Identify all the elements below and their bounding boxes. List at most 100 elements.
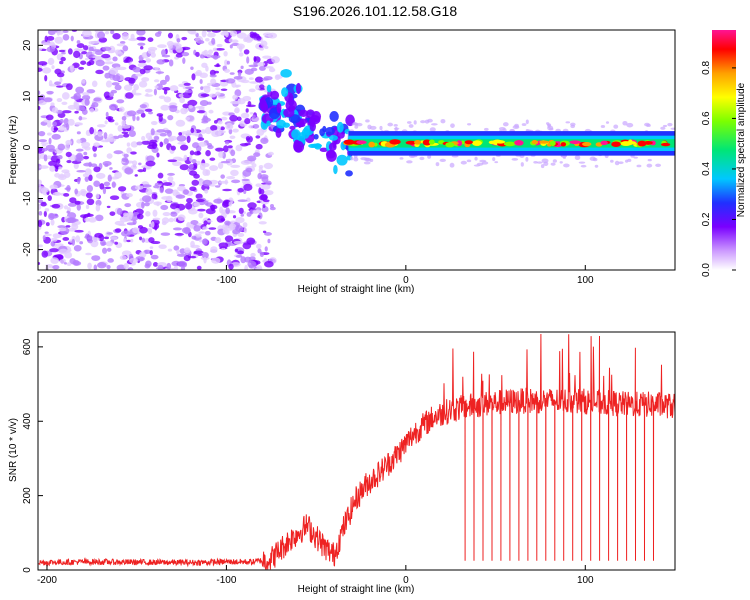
spectrogram-cell [172, 189, 179, 197]
spectrogram-cell [50, 102, 55, 107]
spectrogram-cell [44, 35, 48, 42]
spectrogram-cell [153, 185, 160, 189]
spectrogram-cell [67, 48, 73, 55]
spectrogram-cell [253, 152, 261, 157]
spectrogram-cell [176, 249, 180, 255]
spectrogram-cell [189, 255, 197, 259]
spectrogram-cell [128, 257, 139, 264]
spectrogram-cell [208, 109, 214, 114]
spectrogram-cell [110, 236, 118, 240]
spectrogram-cell [201, 30, 207, 38]
spectrogram-cell [250, 67, 258, 72]
spectrogram-cell [550, 162, 556, 166]
spectrogram-cell [81, 30, 92, 38]
spectrogram-cell [130, 33, 135, 40]
spectrogram-cell [211, 30, 221, 33]
spectrogram-cell [365, 157, 372, 162]
spectrogram-cell [220, 88, 228, 91]
colorbar-ticks: 0.0 0.2 0.4 0.6 0.8 [701, 61, 736, 277]
spectrogram-cell [88, 216, 97, 223]
spectrogram-cell [82, 173, 89, 178]
spectrogram-cell [266, 84, 272, 93]
spectrogram-cell [167, 105, 178, 109]
spectrogram-cell [86, 61, 92, 66]
spectrogram-cell [137, 213, 144, 220]
spectrogram-cell [51, 203, 61, 209]
spectrogram-cell [174, 232, 184, 236]
spectrogram-cell [106, 232, 113, 235]
spectrogram-cell [55, 158, 61, 164]
spectrogram-cell [61, 110, 72, 114]
spectrogram-cell [144, 202, 150, 207]
spectrogram-cell [270, 204, 275, 208]
spectrogram-cell [161, 196, 171, 200]
spectrogram-cell [521, 123, 527, 126]
spectrogram-cell [399, 157, 404, 160]
spectrogram-cell [112, 33, 121, 40]
spectrogram-cell [139, 68, 146, 75]
spectrogram-x-tick-label: -200 [37, 275, 57, 286]
spectrogram-cell [59, 173, 65, 179]
spectrogram-cell [38, 139, 48, 143]
spectrogram-cell [141, 195, 152, 203]
spectrogram-cell [85, 252, 92, 256]
spectrogram-cell [57, 143, 66, 151]
spectrogram-cell [48, 213, 59, 219]
spectrogram-cell [580, 164, 587, 168]
spectrogram-cell [95, 204, 101, 212]
spectrogram-cell [245, 108, 249, 113]
spectrogram-cell [540, 164, 545, 169]
spectrogram-cell [270, 90, 280, 100]
spectrogram-cell [121, 32, 129, 41]
spectrogram-cell [406, 160, 413, 164]
spectrogram-cell [123, 153, 129, 158]
spectrogram-cell [439, 158, 446, 162]
spectrogram-cell [102, 65, 110, 71]
figure-title: S196.2026.101.12.58.G18 [293, 3, 457, 19]
spectrogram-cell [226, 175, 236, 180]
spectrogram-cell [105, 241, 114, 247]
spectrogram-cell [160, 204, 169, 211]
spectrogram-cell [69, 65, 75, 69]
spectrogram-cell [105, 111, 109, 118]
spectrogram-cell [223, 145, 229, 153]
spectrogram-cell [186, 135, 191, 144]
spectrogram-cell [217, 161, 224, 170]
spectrogram-cell [164, 74, 170, 82]
spectrogram-cell [126, 239, 132, 243]
spectrogram-cell [64, 143, 70, 151]
spectrogram-cell [250, 252, 256, 258]
spectrogram-cell [43, 97, 53, 103]
spectrogram-cell [167, 248, 173, 252]
spectrogram-cell [70, 96, 81, 100]
spectrogram-cell [132, 227, 139, 234]
spectrogram-cell [353, 157, 359, 162]
spectrogram-cell [75, 86, 85, 94]
spectrogram-cell [126, 142, 131, 147]
spectrogram-cell [131, 89, 137, 95]
spectrogram-cell [248, 88, 256, 93]
spectrogram-cell [178, 93, 184, 98]
spectrogram-cell [255, 143, 263, 150]
spectrogram-cell [103, 61, 114, 65]
spectrogram-cell [227, 145, 233, 149]
spectrogram-cell [104, 236, 109, 240]
spectrogram-cell [212, 47, 217, 52]
spectrogram-cell [190, 31, 198, 35]
spectrogram-cell [87, 262, 92, 270]
spectrogram-cell [95, 59, 105, 67]
spectrogram-cell [249, 112, 254, 115]
spectrogram-cell [328, 142, 337, 151]
spectrogram-cell [203, 220, 208, 226]
spectrogram-cell [209, 204, 218, 210]
spectrogram-cell [258, 65, 266, 71]
spectrogram-cell [295, 82, 302, 95]
spectrogram-cell [65, 225, 71, 228]
spectrogram-cell [59, 118, 64, 124]
spectrogram-cell [236, 32, 247, 39]
spectrogram-cell [90, 163, 98, 168]
spectrogram-cell [73, 102, 80, 110]
spectrogram-cell [64, 187, 71, 191]
spectrogram-cell [252, 124, 260, 129]
spectrogram-cell [211, 257, 221, 264]
